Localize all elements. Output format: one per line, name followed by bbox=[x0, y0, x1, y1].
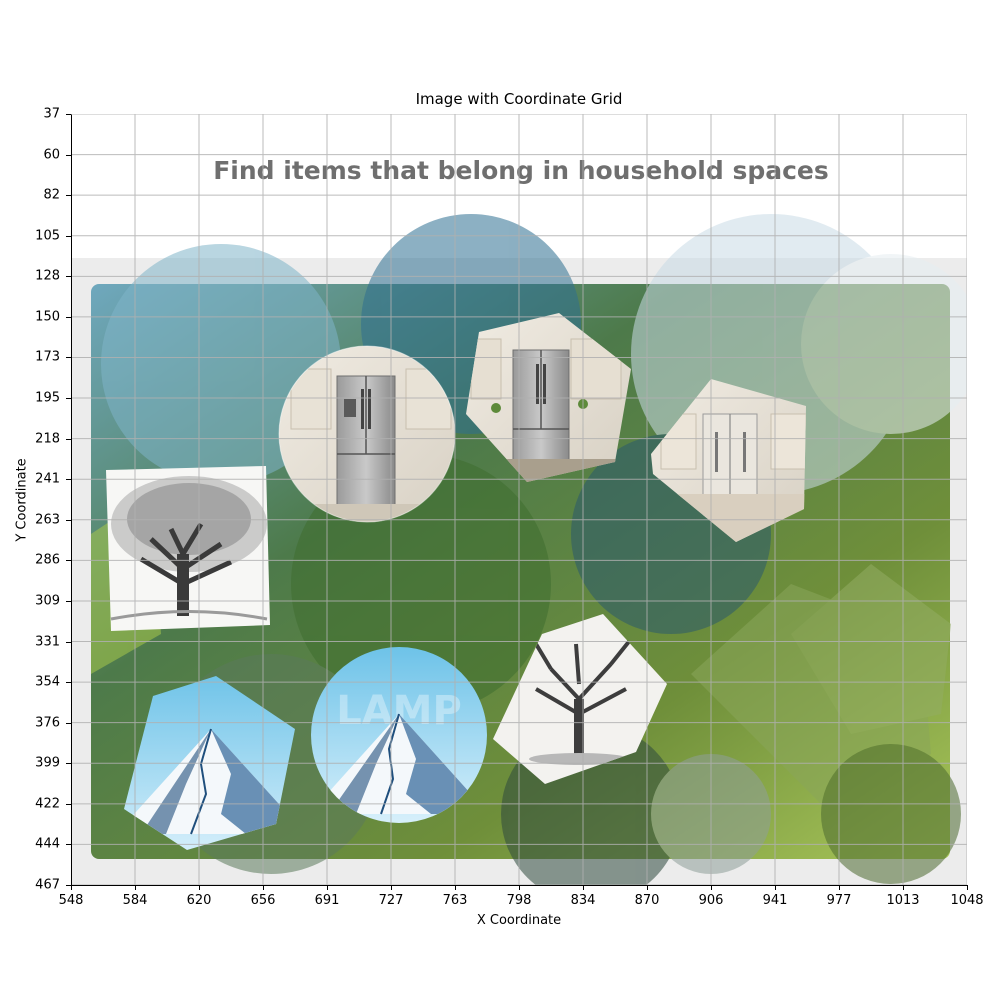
y-tick-label: 37 bbox=[43, 106, 60, 122]
y-tick-mark bbox=[66, 519, 71, 521]
y-tick-mark bbox=[66, 438, 71, 440]
y-tick-mark bbox=[66, 276, 71, 278]
y-tick-label: 128 bbox=[35, 268, 60, 284]
x-tick-mark bbox=[583, 885, 584, 890]
y-tick-mark bbox=[66, 885, 71, 886]
y-tick-mark bbox=[66, 560, 71, 562]
y-axis-label: Y Coordinate bbox=[14, 458, 30, 542]
y-tick-label: 241 bbox=[35, 471, 60, 487]
x-tick-label: 691 bbox=[314, 893, 340, 908]
y-tick-label: 467 bbox=[35, 877, 60, 893]
y-tick-mark bbox=[66, 479, 71, 481]
y-tick-mark bbox=[66, 114, 71, 115]
x-tick-label: 620 bbox=[186, 893, 212, 908]
y-tick-mark bbox=[66, 398, 71, 400]
y-tick-label: 331 bbox=[35, 634, 60, 650]
y-tick-label: 354 bbox=[35, 674, 60, 690]
x-tick-label: 548 bbox=[58, 893, 84, 908]
x-tick-mark bbox=[519, 885, 520, 890]
captcha-screenshot: Find items that belong in household spac… bbox=[71, 114, 967, 885]
x-tick-mark bbox=[199, 885, 200, 890]
x-tick-mark bbox=[263, 885, 264, 890]
plot-area: Find items that belong in household spac… bbox=[71, 114, 967, 885]
x-axis-label: X Coordinate bbox=[476, 913, 562, 928]
refrigerator-circle-tile[interactable] bbox=[271, 339, 471, 544]
x-tick-mark bbox=[839, 885, 840, 890]
y-tick-label: 60 bbox=[43, 147, 60, 163]
x-tick-label: 1013 bbox=[886, 893, 920, 908]
y-tick-mark bbox=[66, 763, 71, 765]
y-tick-mark bbox=[66, 682, 71, 684]
y-tick-label: 218 bbox=[35, 431, 60, 447]
x-tick-mark bbox=[711, 885, 712, 890]
y-tick-mark bbox=[66, 803, 71, 805]
y-tick-mark bbox=[66, 357, 71, 359]
coordinate-grid bbox=[71, 114, 967, 885]
x-tick-mark bbox=[135, 885, 136, 890]
x-tick-label: 798 bbox=[506, 893, 532, 908]
y-tick-label: 173 bbox=[35, 349, 60, 365]
x-tick-label: 727 bbox=[378, 893, 404, 908]
y-tick-mark bbox=[66, 844, 71, 846]
x-tick-mark bbox=[327, 885, 328, 890]
tree-square-tile[interactable] bbox=[101, 459, 276, 639]
y-tick-mark bbox=[66, 316, 71, 318]
y-tick-mark bbox=[66, 235, 71, 237]
x-tick-mark bbox=[903, 885, 904, 890]
y-tick-label: 376 bbox=[35, 715, 60, 731]
x-tick-label: 977 bbox=[826, 893, 852, 908]
y-tick-label: 399 bbox=[35, 755, 60, 771]
y-tick-label: 195 bbox=[35, 390, 60, 406]
y-tick-mark bbox=[66, 195, 71, 197]
y-tick-label: 82 bbox=[43, 187, 60, 203]
x-tick-mark bbox=[967, 885, 968, 890]
y-tick-label: 309 bbox=[35, 593, 60, 609]
x-tick-label: 584 bbox=[122, 893, 148, 908]
x-tick-label: 656 bbox=[250, 893, 276, 908]
y-tick-label: 444 bbox=[35, 836, 60, 852]
mountain-circle-tile[interactable]: LAMP bbox=[309, 645, 489, 825]
x-tick-label: 941 bbox=[762, 893, 788, 908]
plot-title: Image with Coordinate Grid bbox=[415, 90, 623, 108]
y-tick-label: 150 bbox=[35, 309, 60, 325]
y-tick-mark bbox=[66, 722, 71, 724]
x-tick-label: 1048 bbox=[950, 893, 984, 908]
x-tick-label: 763 bbox=[442, 893, 468, 908]
y-tick-label: 422 bbox=[35, 796, 60, 812]
x-tick-mark bbox=[647, 885, 648, 890]
captcha-instruction: Find items that belong in household spac… bbox=[213, 156, 829, 185]
x-tick-label: 906 bbox=[698, 893, 724, 908]
x-tick-label: 834 bbox=[570, 893, 596, 908]
x-tick-mark bbox=[391, 885, 392, 890]
y-tick-label: 105 bbox=[35, 228, 60, 244]
y-tick-label: 286 bbox=[35, 552, 60, 568]
x-tick-mark bbox=[71, 885, 72, 890]
y-tick-mark bbox=[66, 600, 71, 602]
y-tick-mark bbox=[66, 641, 71, 643]
x-tick-mark bbox=[455, 885, 456, 890]
x-tick-label: 870 bbox=[634, 893, 660, 908]
y-tick-mark bbox=[66, 154, 71, 156]
y-tick-label: 263 bbox=[35, 512, 60, 528]
x-tick-mark bbox=[775, 885, 776, 890]
